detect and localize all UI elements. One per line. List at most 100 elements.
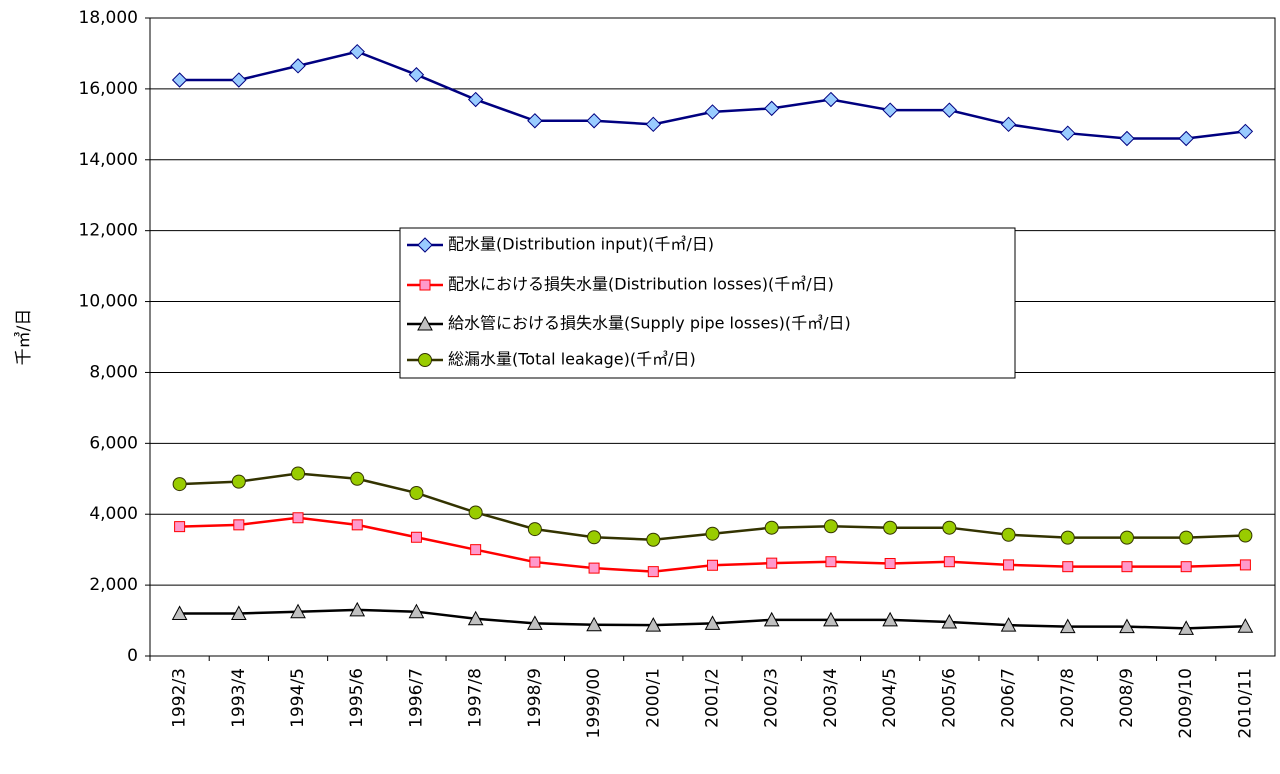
- y-tick-label: 4,000: [89, 504, 138, 524]
- marker: [1000, 617, 1017, 632]
- x-tick-label: 1992/3: [170, 668, 190, 728]
- marker: [468, 505, 483, 520]
- marker: [1237, 618, 1254, 633]
- marker: [823, 611, 839, 627]
- marker: [1119, 618, 1135, 634]
- marker: [1178, 130, 1194, 147]
- marker: [527, 522, 542, 537]
- marker: [171, 72, 188, 88]
- marker: [230, 605, 247, 620]
- marker: [1178, 620, 1195, 635]
- marker: [470, 544, 482, 556]
- marker: [647, 566, 659, 578]
- x-tick-label: 2001/2: [703, 668, 723, 728]
- marker: [586, 113, 602, 129]
- marker: [174, 521, 186, 533]
- legend: 配水量(Distribution input)(千㎥/日) 配水における損失水量(…: [399, 227, 1016, 379]
- marker: [350, 471, 365, 486]
- marker: [231, 474, 246, 489]
- marker: [1121, 561, 1133, 573]
- x-tick-label: 2004/5: [880, 668, 900, 728]
- marker: [292, 512, 304, 524]
- marker: [1060, 125, 1076, 141]
- marker: [586, 616, 602, 632]
- x-tick-label: 2002/3: [762, 668, 782, 728]
- y-tick-label: 14,000: [79, 150, 138, 170]
- marker: [171, 605, 188, 620]
- marker: [646, 532, 661, 547]
- marker: [587, 530, 602, 545]
- y-tick-label: 10,000: [79, 292, 138, 312]
- marker: [1001, 527, 1016, 542]
- marker: [529, 556, 541, 568]
- marker: [409, 485, 424, 500]
- x-tick-label: 1996/7: [406, 668, 426, 728]
- marker: [704, 104, 721, 120]
- marker: [1060, 530, 1075, 545]
- marker: [349, 43, 365, 60]
- marker: [467, 610, 484, 626]
- marker: [943, 556, 955, 568]
- marker: [408, 603, 425, 619]
- x-tick-label: 1994/5: [288, 668, 308, 728]
- marker: [1239, 559, 1251, 571]
- plot-border: [149, 17, 1276, 657]
- y-tick-label: 0: [127, 646, 138, 666]
- marker: [1180, 561, 1192, 573]
- legend-marker: [419, 279, 431, 291]
- x-tick-label: 2006/7: [999, 668, 1019, 728]
- marker: [645, 116, 661, 133]
- x-tick-label: 1999/00: [584, 668, 604, 739]
- marker: [290, 58, 306, 74]
- marker: [645, 617, 662, 632]
- legend-marker: [417, 237, 433, 253]
- marker: [408, 67, 425, 83]
- marker: [290, 603, 306, 619]
- marker: [942, 520, 957, 535]
- marker: [172, 477, 187, 492]
- marker: [291, 466, 306, 481]
- y-tick-label: 12,000: [79, 221, 138, 241]
- x-tick-label: 2000/1: [643, 668, 663, 728]
- legend-marker: [418, 353, 432, 367]
- marker: [1000, 116, 1017, 133]
- marker: [883, 520, 898, 535]
- y-tick-label: 16,000: [79, 79, 138, 99]
- y-tick-label: 2,000: [89, 575, 138, 595]
- marker: [349, 601, 366, 617]
- marker: [1059, 618, 1076, 634]
- legend-label: 配水における損失水量(Distribution losses)(千㎥/日): [448, 275, 834, 294]
- marker: [884, 557, 896, 569]
- marker: [1237, 123, 1254, 140]
- marker: [527, 615, 543, 630]
- marker: [233, 519, 245, 531]
- marker: [823, 519, 838, 534]
- x-tick-label: 1997/8: [466, 668, 486, 728]
- legend-label: 給水管における損失水量(Supply pipe losses)(千㎥/日): [448, 314, 851, 333]
- marker: [1062, 561, 1074, 573]
- x-tick-label: 1993/4: [229, 668, 249, 728]
- legend-label: 配水量(Distribution input)(千㎥/日): [448, 235, 714, 254]
- x-tick-label: 1998/9: [525, 668, 545, 728]
- y-tick-label: 8,000: [89, 362, 138, 382]
- marker: [882, 611, 898, 627]
- series-line: [179, 50, 1246, 140]
- legend-label: 総漏水量(Total leakage)(千㎥/日): [448, 350, 696, 369]
- marker: [941, 102, 958, 118]
- legend-box: [399, 227, 1016, 379]
- x-tick-label: 2007/8: [1058, 668, 1078, 728]
- x-tick-label: 2005/6: [939, 668, 959, 728]
- marker: [1179, 530, 1194, 545]
- marker: [410, 531, 422, 543]
- y-tick-label: 6,000: [89, 433, 138, 453]
- marker: [527, 113, 543, 129]
- x-tick-label: 2008/9: [1117, 668, 1137, 728]
- y-tick-label: 18,000: [79, 8, 138, 28]
- marker: [1119, 530, 1134, 545]
- marker: [1003, 559, 1015, 571]
- marker: [763, 611, 780, 627]
- marker: [825, 556, 837, 568]
- x-tick-label: 2010/11: [1235, 668, 1255, 739]
- marker: [764, 100, 780, 117]
